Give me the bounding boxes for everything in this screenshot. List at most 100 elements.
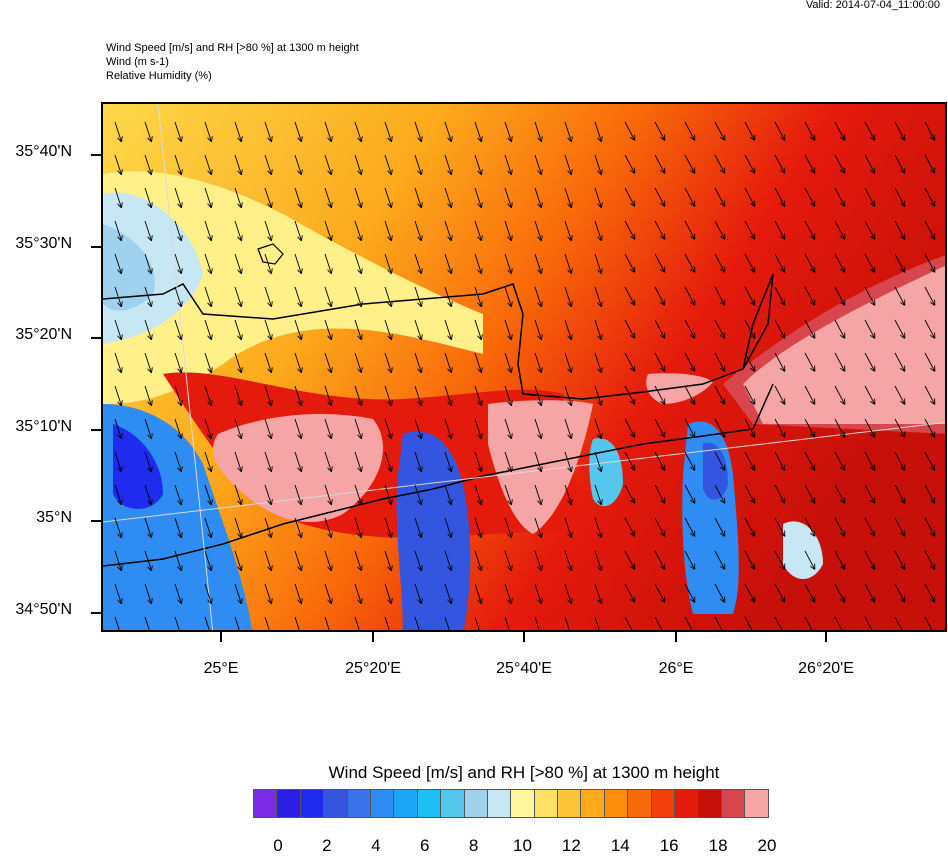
wind-arrow [624, 550, 634, 569]
island-dia [257, 243, 284, 265]
lat-label: 35°30'N [15, 235, 72, 252]
wind-arrow [444, 220, 451, 240]
wind-arrow [474, 220, 481, 240]
wind-arrow [324, 418, 331, 438]
wind-arrow [354, 121, 361, 141]
wind-arrow [924, 286, 934, 305]
wind-arrow [894, 616, 904, 630]
wind-arrow [774, 352, 784, 371]
wind-arrow [204, 517, 211, 537]
wind-arrow [834, 418, 844, 437]
wind-arrow [534, 385, 541, 405]
wind-arrow [714, 220, 724, 239]
wind-arrow [924, 154, 934, 173]
lon-tick [675, 632, 677, 642]
wind-arrow [234, 286, 241, 306]
wind-arrow [294, 583, 301, 603]
wind-arrow [504, 451, 511, 471]
wind-arrow [504, 319, 511, 339]
wind-arrow [804, 484, 814, 503]
wind-arrow [834, 121, 844, 140]
wind-arrow [474, 154, 481, 174]
wind-arrow [534, 286, 541, 306]
wind-arrow [714, 253, 724, 272]
wind-arrow [114, 550, 121, 570]
wind-arrow [384, 484, 391, 504]
wind-arrow [384, 517, 391, 537]
field-light-yellow [103, 171, 483, 404]
wind-arrow [204, 121, 211, 141]
wind-arrow [204, 319, 211, 339]
lat-tick [91, 337, 101, 339]
wind-arrow [264, 517, 271, 537]
wind-arrow [144, 550, 151, 570]
wind-arrow [624, 154, 634, 173]
wind-arrow [804, 286, 814, 305]
wind-arrow [414, 187, 421, 207]
wind-arrow [114, 319, 121, 339]
lat-label: 35°20'N [15, 326, 72, 343]
wind-arrow [474, 352, 481, 372]
wind-arrow [384, 319, 391, 339]
wind-arrow [444, 319, 451, 339]
wind-arrow [144, 385, 151, 405]
wind-arrow [774, 253, 784, 272]
wind-arrow [924, 220, 934, 239]
valid-time: Valid: 2014-07-04_11:00:00 [805, 0, 940, 11]
colorbar-box [486, 789, 512, 818]
wind-arrow [174, 550, 181, 570]
wind-arrow [864, 220, 874, 239]
wind-arrow [834, 550, 844, 569]
colorbar-box [369, 789, 395, 818]
wind-arrow [744, 121, 754, 140]
wind-arrow [894, 418, 904, 437]
wind-arrow [594, 220, 601, 240]
wind-arrow [294, 187, 301, 207]
colorbar-label: 18 [708, 836, 728, 855]
wind-arrow [714, 154, 724, 173]
wind-arrow [324, 154, 331, 174]
colorbar-label: 14 [610, 836, 630, 855]
colorbar-box [393, 789, 418, 818]
wind-arrow [594, 583, 601, 603]
wind-arrow [444, 583, 451, 603]
wind-arrow [924, 121, 934, 140]
wind-arrow [564, 385, 571, 405]
colorbar-box [720, 789, 746, 818]
wind-arrow [234, 517, 241, 537]
wind-arrow [594, 352, 601, 372]
wind-arrow [804, 319, 814, 338]
wind-arrow [864, 616, 874, 630]
wind-arrow [504, 484, 511, 504]
wind-arrow [504, 550, 511, 570]
wind-arrow [564, 451, 571, 471]
wind-arrow [234, 253, 241, 273]
wind-arrow [774, 418, 784, 437]
wind-arrow [924, 253, 934, 272]
wind-arrow [144, 220, 151, 240]
wind-arrow [744, 385, 754, 404]
wind-arrow [174, 451, 181, 471]
lat-tick [91, 520, 101, 522]
wind-arrow [654, 583, 664, 602]
wind-arrow [654, 418, 664, 437]
wind-arrow [864, 550, 874, 569]
wind-arrow [474, 418, 481, 438]
colorbar-box [650, 789, 676, 818]
wind-arrow [804, 187, 814, 206]
wind-arrow [534, 154, 541, 174]
wind-arrow [774, 583, 784, 602]
lon-label: 25°20'E [345, 660, 401, 677]
wind-arrow [654, 517, 664, 536]
wind-arrow [114, 418, 121, 438]
wind-arrow [144, 253, 151, 273]
wind-arrow [504, 253, 511, 273]
wind-arrow [384, 550, 391, 570]
wind-arrow [834, 352, 844, 371]
wind-arrow [414, 583, 421, 603]
wind-arrow [174, 154, 181, 174]
wind-arrow [204, 550, 211, 570]
wind-arrow [594, 550, 601, 570]
wind-arrow [594, 616, 600, 630]
wind-arrow [354, 154, 361, 174]
